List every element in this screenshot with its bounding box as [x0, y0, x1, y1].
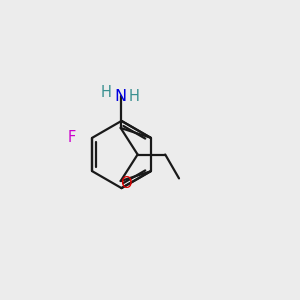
Text: H: H [129, 89, 140, 104]
Text: O: O [120, 176, 132, 191]
Text: H: H [101, 85, 112, 100]
Text: F: F [68, 130, 76, 145]
Text: N: N [115, 89, 127, 104]
